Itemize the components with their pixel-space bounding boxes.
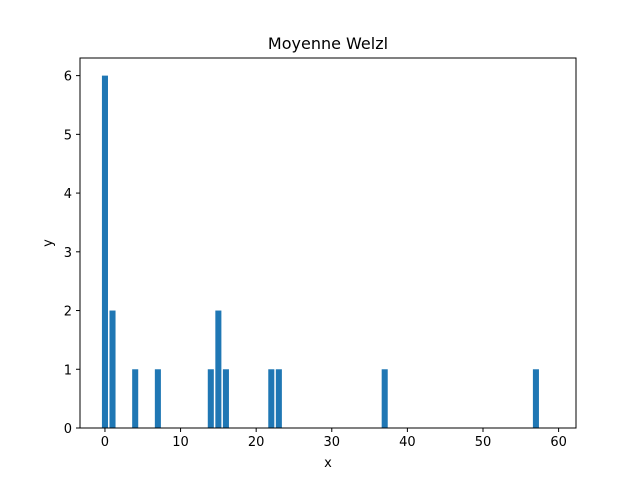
bar-x-22 — [268, 369, 275, 428]
y-tick-label: 0 — [64, 422, 72, 437]
y-tick-label: 5 — [64, 128, 72, 143]
y-axis-ticks: 0 1 2 3 4 5 6 — [64, 70, 80, 437]
y-tick-label: 1 — [64, 363, 72, 378]
y-tick-label: 4 — [64, 187, 72, 202]
x-tick-label: 10 — [172, 435, 189, 450]
y-tick-label: 2 — [64, 305, 72, 320]
bar-x-37 — [381, 369, 388, 428]
bar-x-16 — [222, 369, 229, 428]
x-axis-label: x — [324, 456, 332, 471]
x-tick-label: 60 — [550, 435, 567, 450]
y-tick-label: 3 — [64, 246, 72, 261]
x-tick-label: 20 — [248, 435, 265, 450]
bar-x-4 — [132, 369, 139, 428]
bar-x-1 — [109, 310, 116, 428]
x-axis-ticks: 0 10 20 30 40 50 60 — [101, 428, 567, 450]
bar-x-15 — [215, 310, 222, 428]
bar-x-57 — [532, 369, 539, 428]
chart-title: Moyenne Welzl — [268, 34, 388, 53]
x-tick-label: 0 — [101, 435, 109, 450]
bars-group — [101, 75, 539, 429]
x-tick-label: 30 — [324, 435, 341, 450]
y-axis-label: y — [41, 239, 56, 247]
plot-frame — [79, 57, 577, 429]
y-tick-label: 6 — [64, 70, 72, 85]
x-tick-label: 40 — [399, 435, 416, 450]
bar-x-14 — [207, 369, 214, 428]
bar-x-23 — [275, 369, 282, 428]
bar-x-0 — [101, 75, 108, 429]
bar-x-7 — [154, 369, 161, 428]
x-tick-label: 50 — [475, 435, 492, 450]
